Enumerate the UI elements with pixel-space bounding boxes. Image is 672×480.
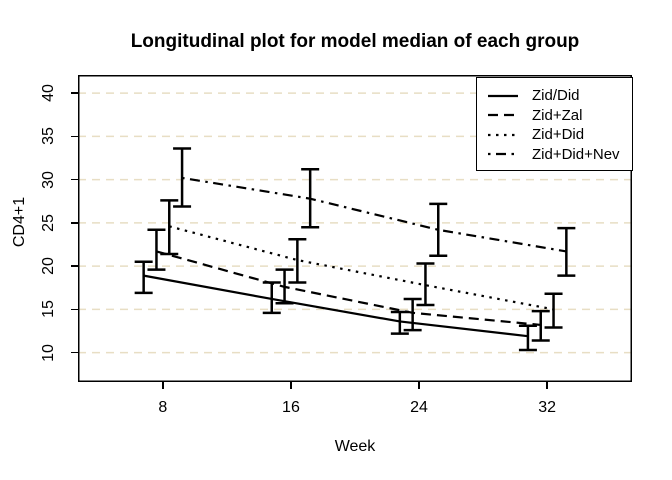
legend-line-sample-dashdot bbox=[488, 153, 518, 156]
legend-label: Zid+Did+Nev bbox=[532, 145, 620, 163]
y-tick bbox=[71, 178, 78, 181]
y-tick bbox=[71, 351, 78, 354]
plot-box bbox=[78, 75, 632, 382]
series-line-dashed bbox=[156, 250, 541, 327]
x-tick bbox=[162, 382, 164, 389]
x-tick bbox=[546, 382, 548, 389]
legend-label: Zid+Did bbox=[532, 126, 585, 144]
y-tick-label: 40 bbox=[40, 84, 57, 103]
legend-row: Zid+Did bbox=[477, 125, 632, 145]
y-tick bbox=[71, 92, 78, 94]
series-line-solid bbox=[143, 274, 529, 338]
legend-row: Zid/Did bbox=[477, 86, 632, 106]
x-tick bbox=[290, 382, 292, 389]
x-tick bbox=[418, 382, 420, 389]
series-line-dotted bbox=[168, 225, 554, 311]
y-tick-label: 25 bbox=[40, 213, 57, 232]
y-tick-label: 15 bbox=[40, 300, 57, 319]
x-tick-label: 16 bbox=[282, 399, 300, 416]
y-tick bbox=[71, 265, 78, 267]
y-axis-label: CD4+1 bbox=[11, 196, 28, 248]
legend: Zid/Did Zid+Zal Zid+Did Zid+Did+Nev bbox=[476, 77, 633, 171]
legend-line-sample-dotted bbox=[488, 133, 518, 136]
y-tick-label: 35 bbox=[40, 127, 57, 146]
y-tick-label: 20 bbox=[40, 257, 57, 276]
legend-line-sample-solid bbox=[488, 94, 518, 97]
y-tick-label: 10 bbox=[40, 343, 57, 362]
y-tick-label: 30 bbox=[40, 170, 57, 189]
x-tick-label: 8 bbox=[158, 399, 168, 416]
x-tick-label: 32 bbox=[538, 399, 557, 416]
legend-row: Zid+Did+Nev bbox=[477, 145, 632, 165]
legend-label: Zid+Zal bbox=[532, 106, 583, 124]
chart-title: Longitudinal plot for model median of ea… bbox=[130, 31, 580, 52]
legend-line-sample-dashed bbox=[488, 114, 518, 117]
legend-label: Zid/Did bbox=[532, 87, 580, 105]
plot-canvas bbox=[78, 75, 632, 382]
plot-area bbox=[78, 75, 632, 382]
x-tick-label: 24 bbox=[410, 399, 428, 416]
y-tick bbox=[71, 308, 78, 311]
y-tick bbox=[71, 222, 78, 224]
x-axis-label: Week bbox=[334, 438, 376, 455]
y-tick bbox=[71, 135, 78, 138]
legend-row: Zid+Zal bbox=[477, 106, 632, 126]
series-line-dashdot bbox=[181, 176, 567, 253]
